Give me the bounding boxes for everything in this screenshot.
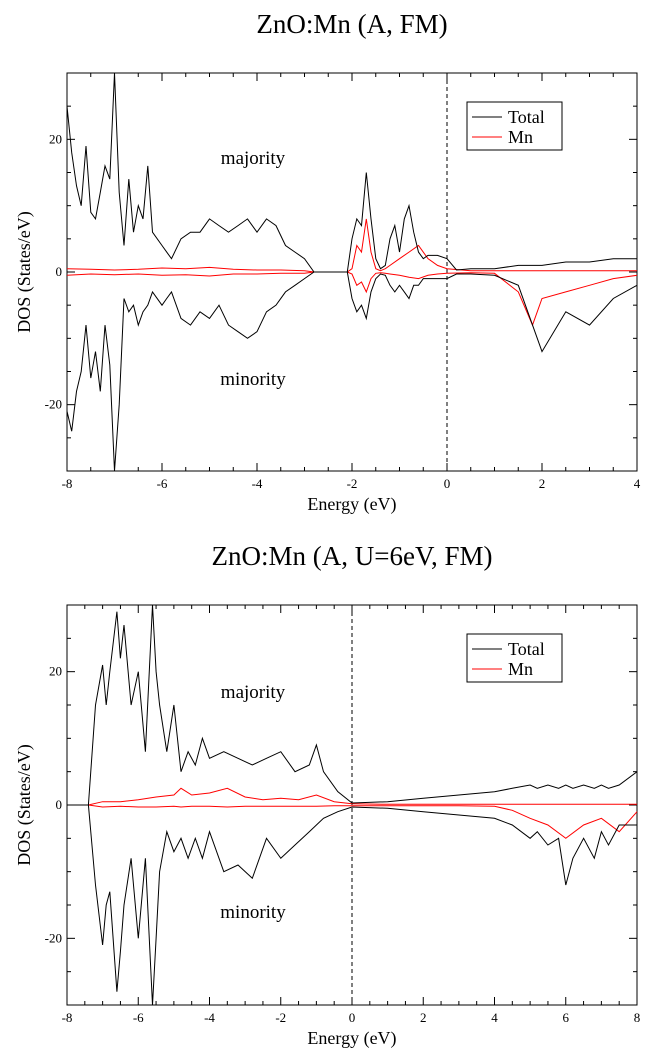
series-total-majority-line <box>67 604 638 806</box>
x-tick-label: 4 <box>491 1010 498 1025</box>
x-axis-label: Energy (eV) <box>307 1028 396 1049</box>
x-tick-label: -8 <box>62 476 73 491</box>
y-axis-label: DOS (States/eV) <box>14 211 35 332</box>
annotation-minority: minority <box>220 902 286 923</box>
series-group <box>67 604 638 1006</box>
x-tick-label: -2 <box>347 476 358 491</box>
legend-box <box>466 101 563 151</box>
x-tick-label: -8 <box>62 1010 73 1025</box>
series-total-minority-line <box>67 804 637 1006</box>
legend-label-mn: Mn <box>508 659 533 679</box>
legend-label-total: Total <box>508 639 545 659</box>
chart-panel-u6: ZnO:Mn (A, U=6eV, FM) -8 -6 -4 -2 0 2 4 6 8200-2… <box>14 541 640 1049</box>
x-tick-label: 0 <box>349 1010 356 1025</box>
legend-label-total: Total <box>508 107 545 127</box>
series-total-minority-line <box>66 271 638 472</box>
x-tick-label: 6 <box>563 1010 570 1025</box>
y-tick-label: -20 <box>45 930 62 945</box>
annotation-majority: majority <box>221 148 286 169</box>
annotation-minority: minority <box>220 369 286 390</box>
annotation-majority: majority <box>221 682 286 703</box>
y-tick-label: 20 <box>49 131 62 146</box>
series-group <box>66 72 638 472</box>
x-tick-label: -6 <box>157 476 168 491</box>
x-tick-label: 0 <box>444 476 451 491</box>
legend-label-mn: Mn <box>508 127 533 147</box>
x-tick-label: -6 <box>133 1010 144 1025</box>
x-tick-label: 2 <box>539 476 546 491</box>
series-mn-minority-line <box>66 271 638 327</box>
series-mn-majority-line <box>67 787 637 806</box>
legend: Total Mn <box>466 633 563 683</box>
series-mn-majority-line <box>66 218 637 273</box>
y-axis-label: DOS (States/eV) <box>14 744 35 865</box>
legend-box <box>466 633 563 683</box>
x-tick-label: -4 <box>204 1010 215 1025</box>
y-tick-label: 0 <box>56 797 63 812</box>
chart-title: ZnO:Mn (A, FM) <box>256 9 447 39</box>
y-tick-label: 0 <box>56 264 63 279</box>
y-tick-label: 20 <box>49 664 62 679</box>
x-tick-label: 4 <box>634 476 641 491</box>
x-tick-label: 8 <box>634 1010 641 1025</box>
y-tick-label: -20 <box>45 397 62 412</box>
x-tick-label: -4 <box>252 476 263 491</box>
series-total-majority-line <box>66 72 637 273</box>
x-tick-label: 2 <box>420 1010 427 1025</box>
series-mn-minority-line <box>67 804 638 839</box>
x-axis-label: Energy (eV) <box>307 494 396 515</box>
x-tick-label: -2 <box>275 1010 286 1025</box>
legend: Total Mn <box>466 101 563 151</box>
chart-title: ZnO:Mn (A, U=6eV, FM) <box>212 541 493 571</box>
